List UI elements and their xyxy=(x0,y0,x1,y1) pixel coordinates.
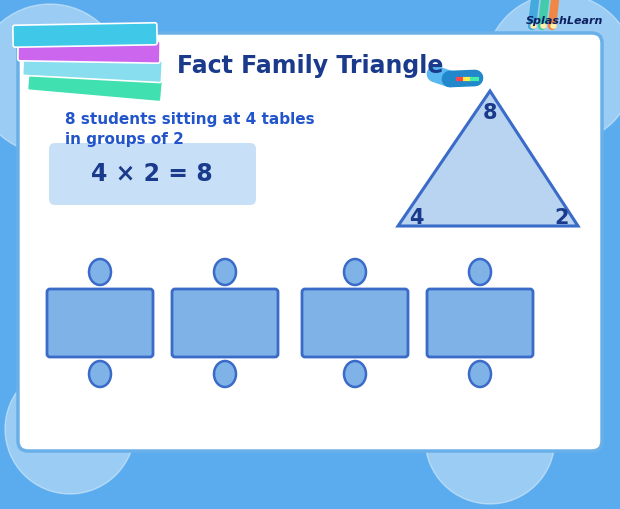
FancyBboxPatch shape xyxy=(172,289,278,357)
FancyBboxPatch shape xyxy=(22,53,162,82)
Ellipse shape xyxy=(214,361,236,387)
Text: 2: 2 xyxy=(555,208,569,228)
FancyBboxPatch shape xyxy=(302,289,408,357)
FancyBboxPatch shape xyxy=(13,23,157,47)
FancyBboxPatch shape xyxy=(47,289,153,357)
Ellipse shape xyxy=(469,361,491,387)
Text: 8: 8 xyxy=(483,103,497,123)
Text: in groups of 2: in groups of 2 xyxy=(65,131,184,147)
Text: 8 students sitting at 4 tables: 8 students sitting at 4 tables xyxy=(65,111,314,127)
FancyBboxPatch shape xyxy=(27,68,162,102)
Ellipse shape xyxy=(89,259,111,285)
Ellipse shape xyxy=(89,361,111,387)
Circle shape xyxy=(425,374,555,504)
FancyBboxPatch shape xyxy=(18,33,602,451)
FancyBboxPatch shape xyxy=(427,289,533,357)
FancyBboxPatch shape xyxy=(18,39,160,63)
Text: 4: 4 xyxy=(409,208,423,228)
Circle shape xyxy=(5,364,135,494)
Text: 4 × 2 = 8: 4 × 2 = 8 xyxy=(91,162,213,186)
Polygon shape xyxy=(398,91,578,226)
Ellipse shape xyxy=(214,259,236,285)
Ellipse shape xyxy=(344,361,366,387)
Circle shape xyxy=(0,4,125,154)
Text: Fact Family Triangle: Fact Family Triangle xyxy=(177,54,443,78)
Text: SplashLearn: SplashLearn xyxy=(526,16,604,26)
Ellipse shape xyxy=(469,259,491,285)
Ellipse shape xyxy=(344,259,366,285)
Circle shape xyxy=(485,0,620,144)
FancyBboxPatch shape xyxy=(49,143,256,205)
